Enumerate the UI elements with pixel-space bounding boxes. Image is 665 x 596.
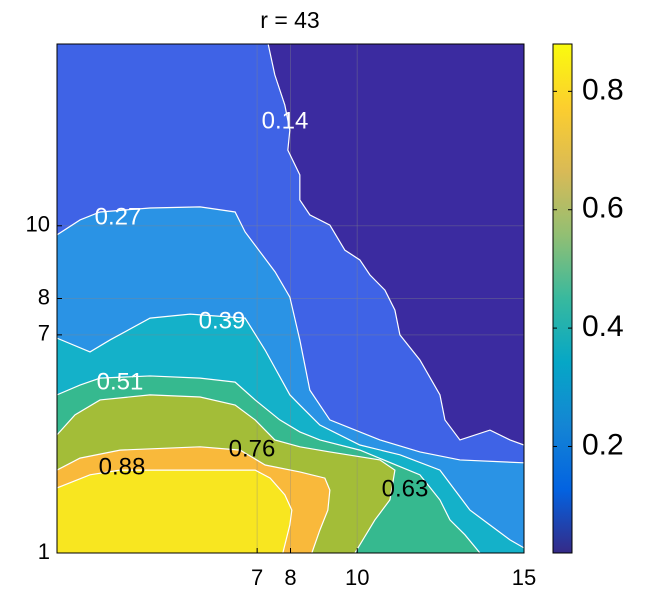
- contour-line: [57, 469, 293, 553]
- x-tick-label: 10: [345, 565, 369, 590]
- colorbar-tick-label: 0.2: [582, 428, 624, 461]
- x-tick-label: 8: [284, 565, 296, 590]
- chart-title: r = 43: [260, 7, 319, 33]
- contour-region: [57, 470, 292, 553]
- contour-label: 0.76: [229, 435, 276, 462]
- contour-label: 0.88: [99, 453, 146, 480]
- contour-line: [57, 375, 481, 553]
- plot-area: [57, 44, 524, 553]
- contour-line: [57, 206, 524, 464]
- contour-line: [57, 394, 396, 553]
- contour-label: 0.51: [97, 368, 144, 395]
- y-tick-label: 7: [38, 321, 50, 346]
- y-tick-label: 10: [26, 212, 50, 237]
- y-tick-label: 8: [38, 284, 50, 309]
- colorbar-tick-label: 0.8: [582, 73, 624, 106]
- contour-label: 0.14: [262, 107, 309, 134]
- y-tick-label: 1: [38, 539, 50, 564]
- contour-label: 0.27: [95, 203, 142, 230]
- colorbar: [552, 43, 573, 554]
- x-tick-label: 15: [512, 565, 536, 590]
- contour-line: [57, 313, 524, 549]
- contour-label: 0.63: [382, 475, 429, 502]
- contour-label: 0.39: [199, 307, 246, 334]
- contour-line: [57, 446, 331, 553]
- contour-line: [267, 44, 524, 446]
- colorbar-tick-label: 0.4: [582, 310, 624, 343]
- colorbar-tick-label: 0.6: [582, 192, 624, 225]
- x-tick-label: 7: [251, 565, 263, 590]
